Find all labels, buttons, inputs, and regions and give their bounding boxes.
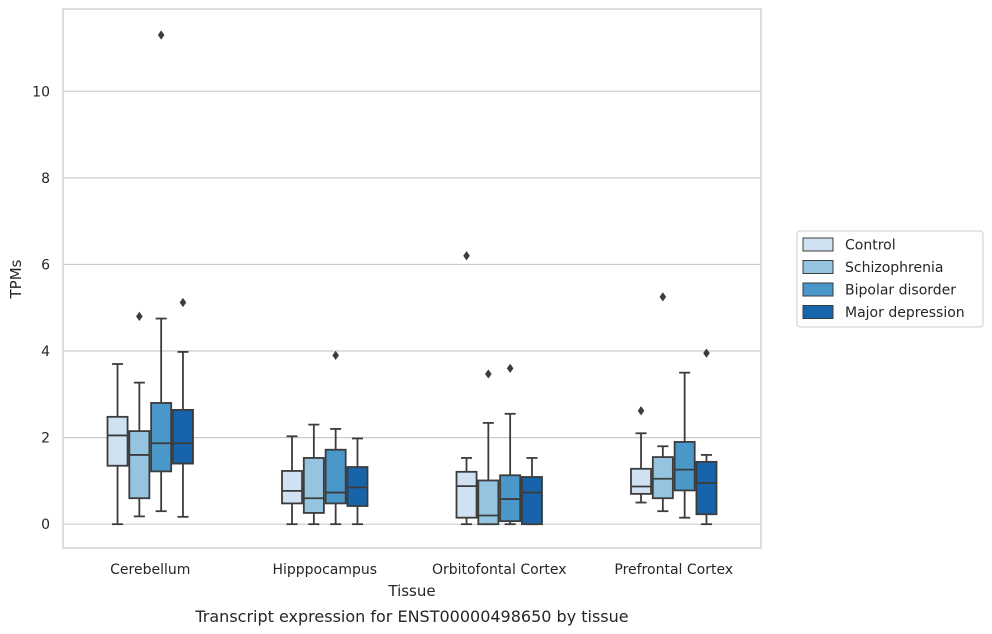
x-tick-label: Hipppocampus <box>272 562 377 578</box>
legend-frame <box>796 230 984 328</box>
y-tick-label: 2 <box>41 431 50 447</box>
box-body <box>324 448 347 505</box>
box-2-1 <box>477 369 500 526</box>
box-body <box>455 470 478 519</box>
box-body <box>651 456 674 500</box>
legend-swatch <box>802 260 834 274</box>
box-0-0 <box>106 363 129 526</box>
legend: Control Schizophrenia Bipolar disorder Majo… <box>796 230 984 328</box>
box-body <box>477 479 500 526</box>
plot-frame <box>62 8 762 549</box>
legend-swatch <box>802 305 834 319</box>
box-3-1 <box>651 292 674 513</box>
outlier-point <box>332 350 339 360</box>
y-axis-title: TPMs <box>7 259 25 299</box>
legend-swatch <box>802 282 834 297</box>
boxes-layer <box>106 30 718 526</box>
box-body <box>630 467 652 495</box>
x-tick-label: Cerebellum <box>110 562 190 578</box>
box-body <box>521 476 543 526</box>
box-1-0 <box>281 435 303 526</box>
box-3-3 <box>695 348 718 526</box>
legend-label: Bipolar disorder <box>845 283 956 299</box>
outlier-point <box>136 311 143 321</box>
box-2-0 <box>455 251 478 526</box>
box-3-2 <box>673 371 696 519</box>
y-tick-label: 6 <box>41 257 50 273</box>
x-tick-labels: Cerebellum Hipppocampus Orbitofontal Corte… <box>110 562 733 578</box>
box-body <box>673 441 696 492</box>
box-body <box>302 457 325 514</box>
y-tick-label: 10 <box>32 84 50 100</box>
box-body <box>172 408 194 465</box>
box-body <box>128 430 151 500</box>
box-2-3 <box>521 457 543 526</box>
box-2-2 <box>499 363 522 526</box>
outlier-point <box>463 251 470 261</box>
outlier-point <box>179 297 187 308</box>
x-tick-label: Orbitofontal Cortex <box>432 562 567 578</box>
outlier-point <box>637 406 645 416</box>
y-tick-label: 4 <box>41 344 50 360</box>
y-tick-label: 0 <box>41 517 50 533</box>
box-body <box>281 470 303 505</box>
legend-label: Schizophrenia <box>845 260 943 276</box>
legend-label: Control <box>845 238 896 254</box>
box-body <box>150 402 173 473</box>
outlier-point <box>659 292 667 302</box>
box-1-2 <box>324 350 347 526</box>
y-tick-labels: 0 2 4 6 8 10 <box>32 84 50 533</box>
box-3-0 <box>630 406 652 504</box>
box-0-3 <box>172 297 194 518</box>
x-axis-title: Tissue <box>387 582 435 600</box>
box-body <box>695 460 718 516</box>
outlier-point <box>703 348 710 358</box>
box-body <box>106 415 129 467</box>
outlier-point <box>157 30 165 40</box>
box-1-3 <box>346 437 369 526</box>
legend-label: Major depression <box>845 305 965 321</box>
y-tick-label: 8 <box>41 171 50 187</box>
box-0-1 <box>128 311 151 518</box>
x-tick-label: Prefrontal Cortex <box>614 562 733 578</box>
box-0-2 <box>150 30 173 513</box>
outlier-point <box>485 369 492 379</box>
chart-caption: Transcript expression for ENST0000049865… <box>194 607 628 626</box>
legend-swatch <box>802 237 834 252</box>
box-1-1 <box>302 423 325 526</box>
outlier-point <box>506 363 514 373</box>
